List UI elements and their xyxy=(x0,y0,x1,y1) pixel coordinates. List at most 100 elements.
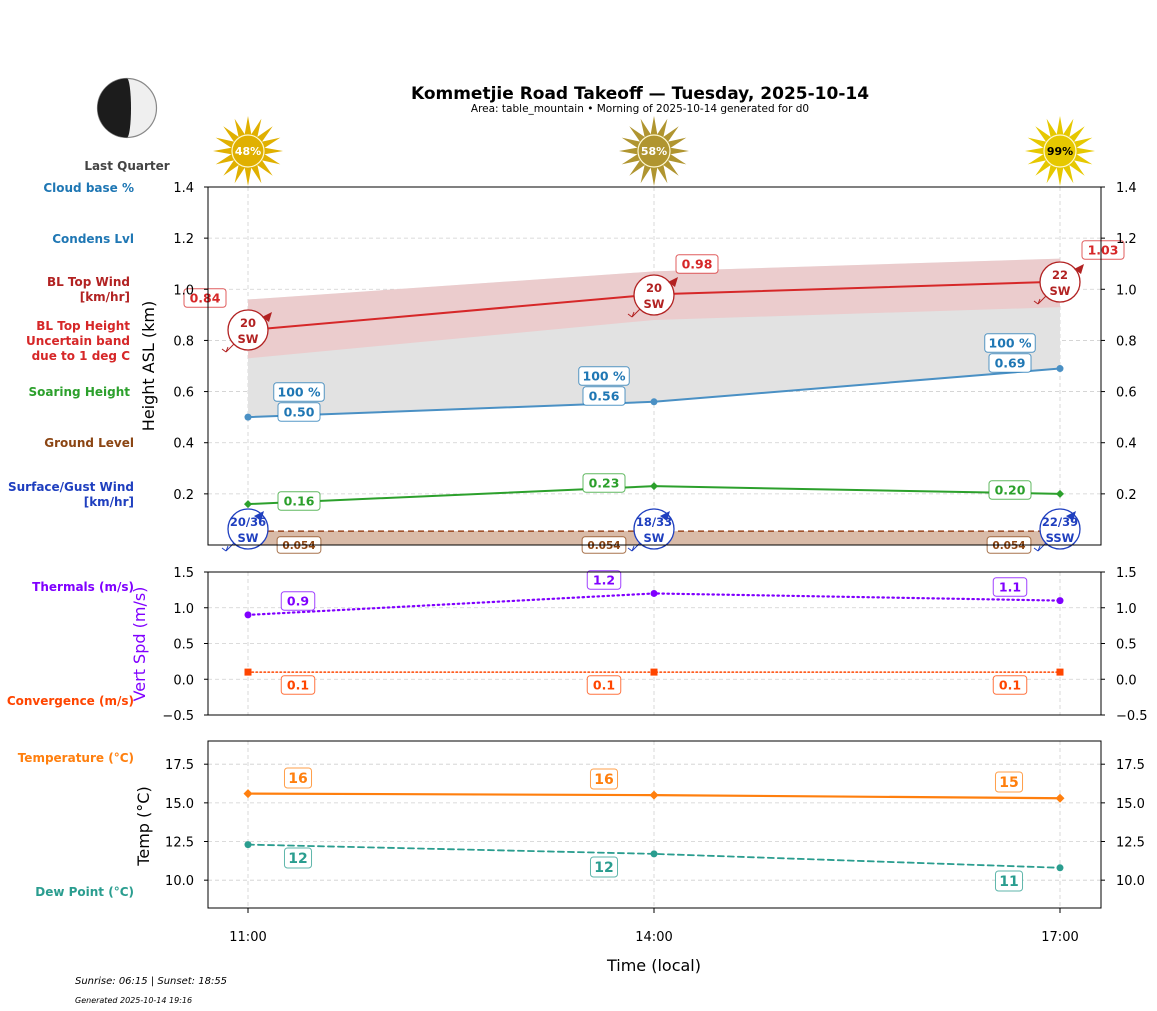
condens-point xyxy=(1056,365,1064,373)
bl-top-height-label-box xyxy=(183,288,227,308)
y-tick-label: 0.8 xyxy=(173,334,194,349)
dewpoint-label-box xyxy=(589,856,619,878)
plot-frame-temp xyxy=(207,740,1102,909)
moon-last-quarter-icon xyxy=(96,77,158,139)
thermals-point xyxy=(1056,597,1064,605)
thermals-label-text: 0.9 xyxy=(287,594,309,609)
label-surface-wind: Surface/Gust Wind xyxy=(8,480,134,494)
label-surface-wind-unit: [km/hr] xyxy=(84,495,134,509)
convergence-label: 0.1 xyxy=(280,675,316,695)
label-convergence: Convergence (m/s) xyxy=(7,694,134,708)
convergence-point xyxy=(244,668,252,676)
surface-wind-indicator: 20/36 SW xyxy=(221,508,269,552)
wind-speed: 20 xyxy=(240,316,256,330)
ground-level-label-text: 0.054 xyxy=(587,540,620,552)
wind-speed: 18/33 xyxy=(636,515,672,529)
soaring-height-label: 0.20 xyxy=(988,480,1032,500)
thermals-label: 1.1 xyxy=(992,577,1028,597)
wind-arrow-icon xyxy=(660,511,670,521)
y-tick-label: 15.0 xyxy=(165,797,194,812)
cloud-base-pct-label-text: 100 % xyxy=(989,336,1032,351)
condens-level-label-box xyxy=(277,402,321,422)
wind-direction: SW xyxy=(1050,284,1071,298)
wind-speed: 22/39 xyxy=(1042,515,1078,529)
x-axis-title: Time (local) xyxy=(606,956,701,975)
label-bl-deg: due to 1 deg C xyxy=(32,349,131,363)
soaring-height-label-box xyxy=(277,491,321,511)
thermals-label-box xyxy=(280,591,316,611)
y-tick-label-right: 0.6 xyxy=(1116,386,1137,401)
temperature-label-text: 16 xyxy=(594,772,613,788)
wind-speed: 20/36 xyxy=(230,515,266,529)
bl-top-height-label: 1.03 xyxy=(1081,240,1125,260)
wind-circle xyxy=(1039,261,1081,303)
dewpoint-point xyxy=(1056,864,1064,872)
wind-barb-icon xyxy=(221,542,235,552)
y-tick-label: 1.5 xyxy=(173,566,194,581)
bl-top-height-label-text: 0.84 xyxy=(190,291,221,306)
dewpoint-label: 12 xyxy=(283,847,313,869)
convergence-label-box xyxy=(992,675,1028,695)
convergence-label: 0.1 xyxy=(992,675,1028,695)
label-soaring-height: Soaring Height xyxy=(29,385,131,399)
y-tick-label-right: 1.0 xyxy=(1116,283,1137,298)
soaring-height-label-box xyxy=(582,473,626,493)
surface-wind-indicator: 22/39 SSW xyxy=(1033,508,1081,552)
soaring-height-label-text: 0.16 xyxy=(284,494,315,509)
condens-level-label: 0.69 xyxy=(988,353,1032,373)
soaring-point xyxy=(1056,489,1064,498)
label-ground-level: Ground Level xyxy=(44,436,134,450)
thermals-label: 0.9 xyxy=(280,591,316,611)
dewpoint-point xyxy=(244,841,252,849)
convergence-point xyxy=(650,668,658,676)
cloud-base-pct-label-text: 100 % xyxy=(583,369,626,384)
y-tick-label: 1.0 xyxy=(173,602,194,617)
wind-direction: SW xyxy=(238,531,259,545)
cloud-base-pct-label: 100 % xyxy=(984,333,1036,353)
condens-point xyxy=(244,413,252,421)
dewpoint-point xyxy=(650,850,658,858)
condens-level-label-box xyxy=(582,386,626,406)
y-tick-label-right: 1.5 xyxy=(1116,566,1137,581)
y-tick-label: 0.6 xyxy=(173,386,194,401)
temperature-label-box xyxy=(589,768,619,790)
y-tick-label-right: 15.0 xyxy=(1116,797,1145,812)
thermals-label-box xyxy=(992,577,1028,597)
y-axis-title-vert: Vert Spd (m/s) xyxy=(130,587,149,702)
wind-arrow-icon xyxy=(262,312,272,322)
wind-arrow-icon xyxy=(1066,511,1076,521)
thermals-label-text: 1.2 xyxy=(593,573,615,588)
y-axis-title-temp: Temp (°C) xyxy=(134,786,153,866)
wind-barb-icon xyxy=(1033,542,1047,552)
bl-top-wind-indicator: 22 SW xyxy=(1033,261,1084,305)
sun-cloud-pct: 48% xyxy=(235,145,261,158)
condens-level-label-text: 0.56 xyxy=(589,389,620,404)
y-tick-label-right: 1.2 xyxy=(1116,232,1137,247)
thermals-label-box xyxy=(586,570,622,590)
cloud-base-pct-label: 100 % xyxy=(578,366,630,386)
sun-disc xyxy=(637,134,671,168)
cloud-base-pct-label-text: 100 % xyxy=(278,385,321,400)
dewpoint-label-text: 12 xyxy=(594,860,613,876)
wind-circle xyxy=(227,508,269,550)
convergence-point xyxy=(1056,668,1064,676)
thermals-point xyxy=(650,589,658,597)
soaring-height-label: 0.16 xyxy=(277,491,321,511)
y-tick-label-right: 1.4 xyxy=(1116,181,1137,196)
dewpoint-label-text: 12 xyxy=(288,851,307,867)
y-tick-label: 1.4 xyxy=(173,181,194,196)
y-tick-label-right: 10.0 xyxy=(1116,874,1145,889)
bl-top-wind-indicator: 20 SW xyxy=(627,274,678,318)
wind-barb-icon xyxy=(627,308,641,318)
label-temperature: Temperature (°C) xyxy=(18,751,134,765)
bl-top-height-label: 0.84 xyxy=(183,288,227,308)
condens-point xyxy=(650,398,658,406)
chart-title: Kommetjie Road Takeoff — Tuesday, 2025-1… xyxy=(411,84,869,104)
y-tick-label: 1.0 xyxy=(173,283,194,298)
x-tick-label: 14:00 xyxy=(635,930,672,945)
y-tick-label-right: 0.2 xyxy=(1116,488,1137,503)
sun-disc xyxy=(231,134,265,168)
label-thermals: Thermals (m/s) xyxy=(32,580,134,594)
convergence-label-box xyxy=(586,675,622,695)
y-tick-label: 0.0 xyxy=(173,673,194,688)
